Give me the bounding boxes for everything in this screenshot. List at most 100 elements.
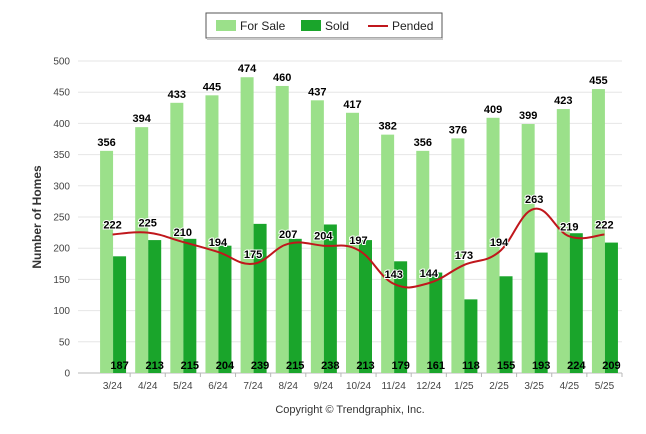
- pended-value-label: 207: [279, 229, 297, 241]
- pended-value-label: 222: [103, 219, 121, 231]
- legend: For Sale Sold Pended: [205, 12, 443, 40]
- y-tick-label: 450: [53, 88, 70, 99]
- sold-bar: [464, 299, 478, 373]
- sold-value-label: 155: [497, 360, 515, 372]
- sold-value-label: 161: [427, 360, 445, 372]
- pended-value-label: 175: [244, 249, 262, 261]
- for-sale-bar: [556, 109, 570, 373]
- sold-value-label: 213: [356, 360, 374, 372]
- x-tick-label: 10/24: [346, 381, 371, 392]
- sold-bar: [218, 245, 232, 373]
- sold-bar: [253, 223, 267, 373]
- y-tick-label: 300: [53, 181, 70, 192]
- for-sale-bar: [521, 124, 535, 373]
- bars: [100, 77, 618, 374]
- pended-value-label: 173: [455, 250, 473, 262]
- for-sale-bar: [205, 95, 219, 373]
- for-sale-value-label: 445: [203, 81, 221, 93]
- pended-line: [112, 207, 605, 289]
- pended-value-label: 225: [139, 218, 157, 230]
- pended-value-label: 219: [560, 221, 578, 233]
- for-sale-value-label: 433: [168, 89, 186, 101]
- for-sale-bar: [240, 77, 254, 373]
- sold-bar: [429, 272, 443, 373]
- data-labels: 356 187 394 213 433 215 445 204 474 239 460 215 437 2…: [97, 63, 620, 372]
- for-sale-bar: [451, 138, 465, 373]
- y-tick-label: 100: [53, 306, 70, 317]
- pended-value-label: 194: [209, 237, 228, 249]
- for-sale-bar: [346, 112, 359, 374]
- for-sale-bar: [591, 89, 605, 373]
- sold-value-label: 118: [462, 360, 480, 372]
- for-sale-bar: [275, 85, 289, 374]
- for-sale-bar: [310, 100, 324, 373]
- for-sale-bar: [170, 102, 184, 374]
- for-sale-value-label: 423: [554, 95, 572, 107]
- for-sale-bar: [381, 134, 395, 373]
- sold-value-label: 224: [567, 360, 586, 372]
- for-sale-value-label: 417: [343, 99, 361, 111]
- sold-value-label: 215: [286, 360, 304, 372]
- sold-value-label: 179: [391, 360, 409, 372]
- y-axis-label: Number of Homes: [30, 165, 44, 269]
- for-sale-value-label: 356: [414, 137, 432, 149]
- sold-value-label: 204: [216, 360, 235, 372]
- y-tick-label: 250: [53, 213, 70, 224]
- y-tick-label: 350: [53, 150, 70, 161]
- for-sale-bar: [416, 150, 430, 373]
- y-tick-label: 50: [59, 337, 71, 348]
- pended-value-label: 263: [525, 194, 543, 206]
- sold-value-label: 193: [532, 360, 550, 372]
- x-tick-label: 3/25: [524, 381, 544, 392]
- x-axis-ticks: 3/24 4/24 5/24 6/24 7/24 8/24 9/24 10/24 11/24 12…: [103, 373, 623, 392]
- x-tick-label: 7/24: [243, 381, 263, 392]
- x-tick-label: 4/24: [138, 381, 158, 392]
- x-tick-label: 6/24: [208, 381, 228, 392]
- y-axis-ticks: 0 50 100 150 200 250 300 350 400 450 500: [53, 57, 70, 380]
- x-tick-label: 4/25: [560, 381, 580, 392]
- sold-bar: [604, 242, 618, 373]
- for-sale-bar: [135, 127, 149, 373]
- pended-value-label: 194: [490, 237, 509, 249]
- y-tick-label: 150: [53, 275, 70, 286]
- for-sale-value-label: 382: [378, 121, 396, 133]
- pended-value-label: 144: [420, 268, 439, 280]
- sold-bar: [394, 261, 408, 373]
- sold-value-label: 239: [251, 360, 269, 372]
- y-tick-label: 400: [53, 119, 70, 130]
- for-sale-value-label: 399: [519, 110, 537, 122]
- x-tick-label: 11/24: [381, 381, 406, 392]
- sold-value-label: 209: [602, 360, 620, 372]
- sold-value-label: 215: [181, 360, 199, 372]
- for-sale-bar: [100, 150, 114, 373]
- for-sale-value-label: 437: [308, 86, 326, 98]
- sold-bar: [534, 252, 548, 373]
- y-tick-label: 0: [64, 369, 70, 380]
- sold-bar: [113, 256, 127, 373]
- sold-bar: [569, 233, 583, 373]
- sold-bar: [148, 240, 162, 373]
- for-sale-bar: [486, 117, 500, 373]
- pended-value-label: 210: [174, 227, 192, 239]
- sold-bar: [499, 276, 513, 373]
- x-tick-label: 5/25: [595, 381, 615, 392]
- y-tick-label: 500: [53, 57, 70, 68]
- for-sale-value-label: 409: [484, 104, 502, 116]
- sold-value-label: 238: [321, 360, 339, 372]
- legend-label: Sold: [325, 19, 349, 33]
- y-tick-label: 200: [53, 244, 70, 255]
- x-tick-label: 3/24: [103, 381, 123, 392]
- sold-value-label: 187: [110, 360, 128, 372]
- legend-swatch: [301, 20, 321, 31]
- sold-bar: [183, 238, 197, 373]
- legend-label: Pended: [392, 19, 433, 33]
- pended-value-label: 222: [595, 219, 613, 231]
- sold-bar: [323, 224, 337, 373]
- pended-value-label: 197: [349, 235, 367, 247]
- pended-value-label: 204: [314, 231, 333, 243]
- legend-label: For Sale: [240, 19, 286, 33]
- for-sale-value-label: 394: [133, 113, 152, 125]
- for-sale-value-label: 474: [238, 63, 257, 75]
- x-tick-label: 9/24: [314, 381, 334, 392]
